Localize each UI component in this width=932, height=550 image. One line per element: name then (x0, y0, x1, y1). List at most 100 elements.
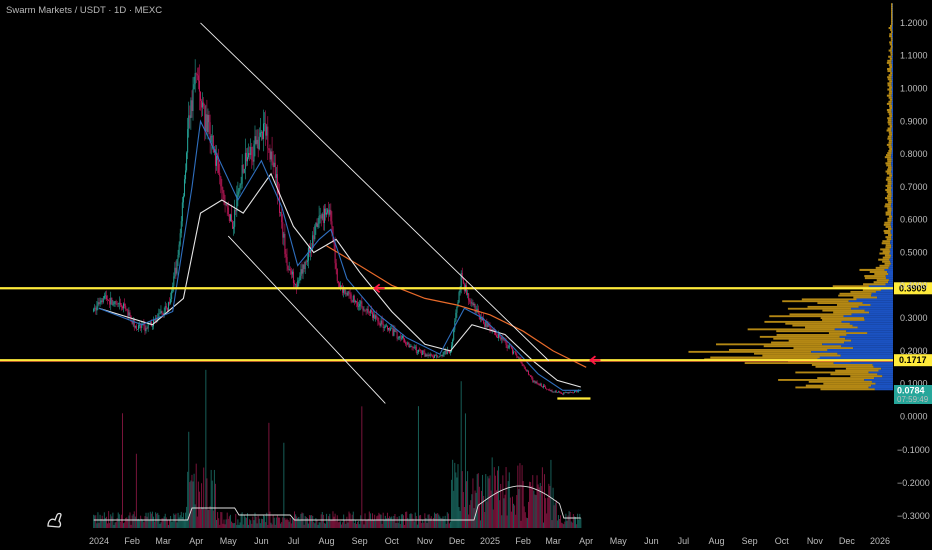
candle-body (248, 153, 250, 158)
volume-bar (235, 513, 237, 528)
candle-body (509, 345, 511, 347)
time-axis-tick: Dec (839, 536, 856, 546)
candle-body (518, 357, 520, 359)
price-axis-tick: 0.3000 (900, 313, 928, 323)
candle-body (505, 341, 507, 345)
candle-body (222, 189, 224, 194)
volume-bar (186, 506, 188, 528)
volume-bar (259, 523, 261, 528)
volume-bar (508, 472, 510, 528)
volume-bar (187, 471, 189, 528)
volume-axis-tick: −0.1000 (897, 445, 930, 455)
candle-body (322, 214, 324, 224)
volume-profile-bar-a (891, 9, 893, 12)
candle-body (272, 161, 274, 168)
candle-body (369, 310, 371, 313)
volume-bar (536, 475, 538, 528)
volume-profile-bar-b (891, 168, 893, 171)
candle-body (313, 235, 315, 240)
volume-profile-bar-b (864, 317, 893, 320)
candle-body (438, 357, 440, 358)
candle-body (260, 131, 262, 133)
candle-body (261, 131, 263, 139)
volume-profile-bar-a (830, 373, 878, 376)
volume-profile-bar-b (872, 364, 893, 366)
volume-bar (110, 514, 112, 528)
candle-body (141, 324, 143, 328)
time-axis-tick: Nov (807, 536, 824, 546)
volume-profile-bar-b (891, 49, 893, 52)
volume-bar (266, 512, 268, 528)
candle-body (420, 350, 422, 351)
volume-profile-bar-b (851, 313, 893, 316)
volume-bar (545, 498, 547, 528)
candle-body (400, 337, 402, 339)
volume-bar (546, 513, 548, 528)
candle-body (218, 160, 220, 173)
candle-body (162, 313, 164, 316)
volume-bar (500, 483, 502, 528)
volume-bar (115, 522, 117, 528)
candle-body (416, 352, 418, 353)
time-axis-tick: Jul (678, 536, 690, 546)
volume-profile-bar-b (892, 45, 893, 48)
volume-profile-bar-a (788, 339, 852, 342)
volume-bar (511, 496, 513, 528)
volume-bar (552, 487, 554, 528)
candle-body (485, 321, 487, 327)
volume-profile-bar-a (888, 92, 892, 95)
volume-bar (381, 523, 383, 528)
volume-bar (223, 519, 225, 528)
volume-bar (365, 520, 367, 528)
candle-body (125, 305, 127, 309)
candle-body (350, 294, 352, 302)
candle-body (234, 209, 236, 227)
candle-body (482, 317, 484, 321)
volume-bar (163, 516, 165, 528)
volume-profile-bar-a (888, 215, 892, 218)
volume-profile-bar-a (885, 225, 892, 228)
volume-profile-bar-a (817, 302, 863, 305)
trend-line (227, 235, 386, 404)
volume-profile-bar-a (832, 285, 869, 288)
volume-bar (398, 516, 400, 528)
candle-body (361, 301, 363, 308)
volume-profile-bar-a (889, 106, 893, 109)
volume-profile-bar-a (885, 162, 892, 165)
volume-bar (159, 523, 161, 528)
volume-profile-bar-b (891, 236, 893, 239)
volume-bar (461, 471, 463, 528)
volume-profile-bar-b (841, 320, 893, 323)
candle-body (404, 338, 406, 343)
volume-bar (268, 422, 270, 528)
volume-profile-bar-a (888, 55, 892, 58)
volume-bar (537, 484, 539, 528)
volume-profile-bar-b (892, 5, 893, 8)
volume-profile-bar-b (892, 18, 893, 21)
volume-bar (478, 486, 480, 528)
candle-body (490, 329, 492, 330)
candle-body (300, 269, 302, 276)
volume-profile-bar-a (891, 5, 893, 8)
candle-body (417, 349, 419, 353)
candle-body (343, 288, 345, 293)
volume-bar (343, 514, 345, 528)
dinosaur-icon (47, 512, 62, 528)
volume-bar (534, 494, 536, 528)
volume-profile-bar-a (889, 35, 893, 38)
volume-bar (303, 524, 305, 528)
candle-body (476, 308, 478, 311)
candle-body (348, 291, 350, 293)
volume-bar (359, 524, 361, 528)
volume-profile-bar-b (891, 225, 893, 228)
chart-title: Swarm Markets / USDT · 1D · MEXC (6, 5, 162, 16)
candle-body (292, 271, 294, 284)
volume-bar (505, 467, 507, 528)
volume-profile-bar-a (884, 221, 891, 224)
volume-bar (178, 517, 180, 528)
volume-profile-bar-b (891, 244, 893, 247)
volume-bar (203, 467, 205, 528)
volume-bar (484, 511, 486, 528)
